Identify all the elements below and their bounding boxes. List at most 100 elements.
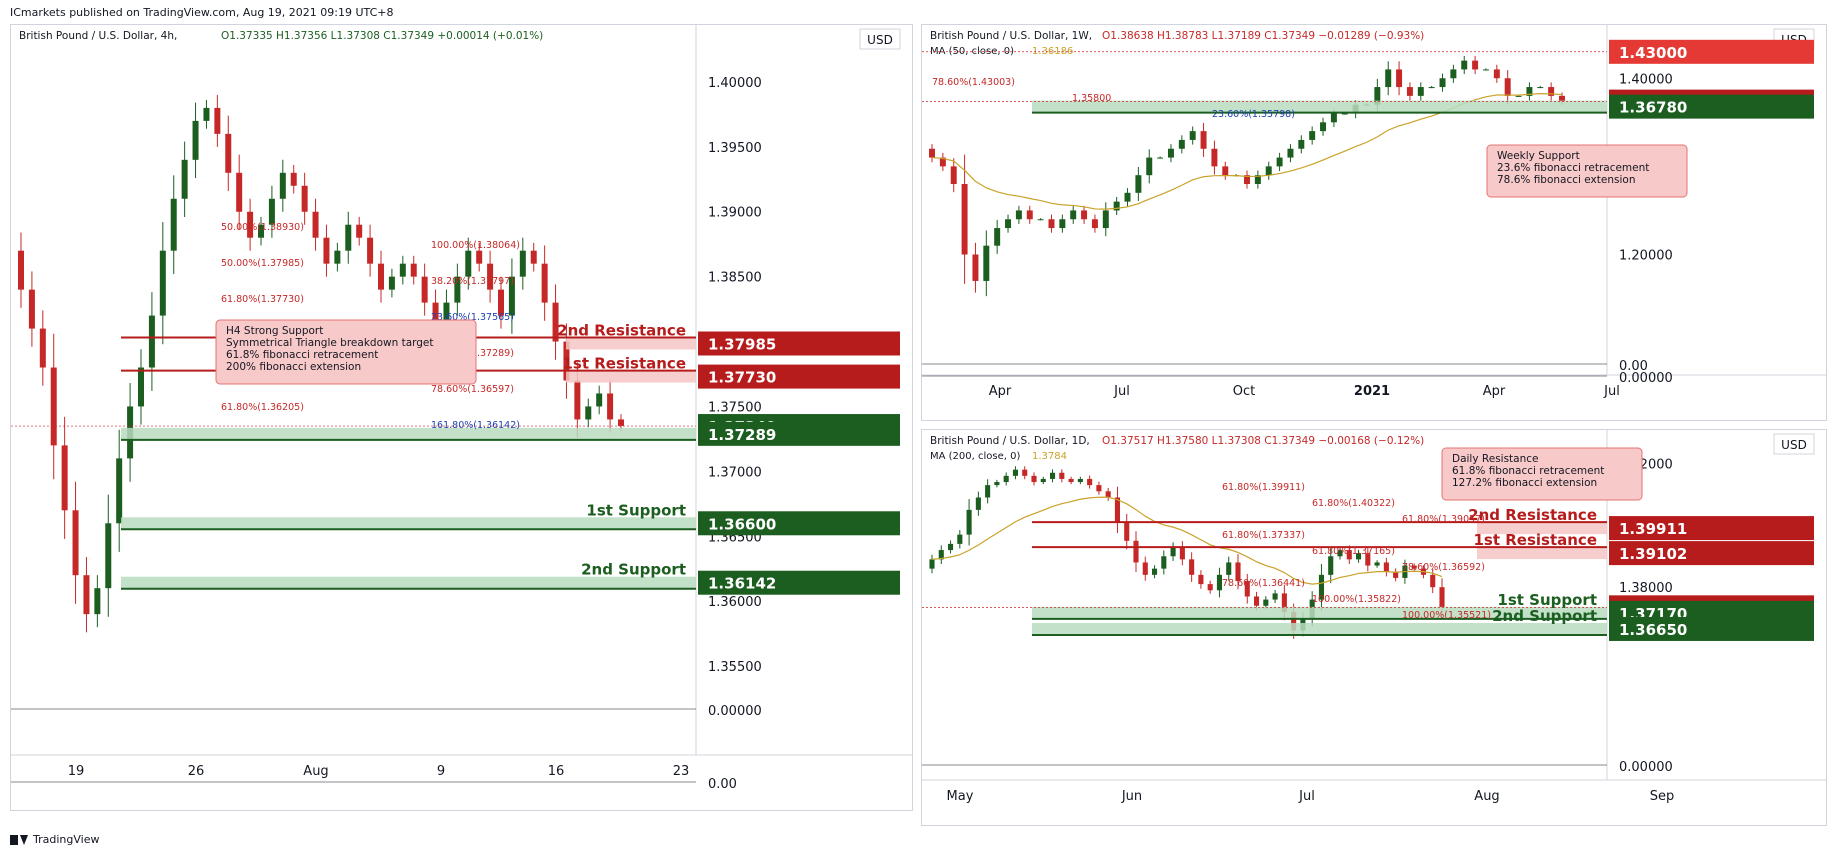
candle-body [290, 172, 297, 186]
candle-body [476, 250, 483, 264]
x-tick-label: Apr [989, 384, 1012, 399]
candle-body [28, 289, 35, 329]
candle-body [1105, 491, 1111, 498]
candle-body [1142, 562, 1148, 575]
candle-body [1450, 69, 1457, 79]
candle-body [1493, 69, 1500, 79]
candle-body [508, 276, 515, 316]
candle-body [1365, 553, 1371, 566]
callout-box [1486, 144, 1688, 198]
fib-label: 61.80%(1.36205) [221, 402, 304, 413]
candle-body [1396, 69, 1403, 88]
candle-body [1005, 219, 1012, 229]
candle-body [1298, 139, 1305, 149]
fib-label: 61.80%(1.37730) [221, 294, 304, 305]
zero-label: 0.00000 [708, 704, 762, 719]
fib-label: 100.00%(1.35521) [1402, 610, 1491, 621]
candle-body [1022, 469, 1028, 476]
candle-body [247, 211, 254, 238]
candle-body [1124, 522, 1130, 541]
candle-body [994, 228, 1001, 246]
tradingview-footer[interactable]: TradingView [10, 833, 99, 846]
candle-body [39, 328, 46, 368]
daily-chart[interactable]: British Pound / U.S. Dollar, 1D, O1.37517… [922, 430, 1826, 825]
fib-label: 1.35800 [1072, 93, 1111, 104]
candle-body [1133, 540, 1139, 563]
chart-panel-weekly[interactable]: British Pound / U.S. Dollar, 1W, O1.38638… [921, 24, 1827, 421]
candle-body [443, 302, 450, 329]
x-tick-label: Jul [1298, 789, 1315, 804]
candle-body [607, 393, 614, 420]
price-badge [1609, 616, 1814, 641]
fib-label: 78.60%(1.36597) [431, 384, 514, 395]
candle-body [1235, 562, 1241, 582]
candle-body [1189, 131, 1196, 140]
candle-body [929, 148, 935, 158]
candle-body [356, 224, 363, 238]
candle-body [1059, 472, 1065, 479]
x-tick-label: Jun [1121, 789, 1142, 804]
level-zone [566, 370, 696, 383]
h4-chart[interactable]: British Pound / U.S. Dollar, 4h, O1.37335… [11, 25, 912, 810]
fib-label: 100.00%(1.35822) [1312, 594, 1401, 605]
x-tick-label: May [947, 789, 974, 804]
zone-label: 2nd Support [581, 561, 686, 579]
callout-box [215, 319, 477, 385]
zone-label: 2nd Support [1492, 607, 1597, 625]
fib-label: 23.60%(1.35798) [1212, 109, 1295, 120]
candle-body [1430, 574, 1436, 588]
candle-body [225, 133, 232, 173]
candle-body [61, 445, 68, 511]
candle-body [1309, 131, 1316, 140]
candle-body [1341, 113, 1348, 115]
candle-body [585, 406, 592, 420]
fib-label: 161.80%(1.36142) [431, 420, 520, 431]
candle-body [72, 510, 79, 576]
candle-body [1189, 559, 1195, 575]
candle-body [1049, 472, 1056, 479]
chart-panel-daily[interactable]: British Pound / U.S. Dollar, 1D, O1.37517… [921, 429, 1827, 826]
x-tick-label: Jul [1113, 384, 1130, 399]
candle-body [268, 198, 275, 225]
candle-body [1222, 166, 1229, 176]
x-tick-label: 16 [548, 764, 565, 779]
zone-label: 1st Support [586, 501, 686, 519]
candle-body [1167, 148, 1174, 158]
fib-label: 50.00%(1.38930) [221, 222, 304, 233]
candle-body [530, 250, 537, 264]
ohlc-readout: O1.37517 H1.37580 L1.37308 C1.37349 −0.0… [1102, 435, 1424, 447]
candle-body [1157, 157, 1164, 159]
price-badge-label: 1.36650 [1619, 621, 1687, 639]
x-tick-label: 23 [673, 764, 690, 779]
price-badge [698, 511, 900, 536]
candle-body [552, 302, 559, 342]
candle-body [966, 509, 972, 535]
candle-body [1244, 581, 1250, 597]
price-badge-label: 1.36600 [708, 515, 776, 533]
pair-title: British Pound / U.S. Dollar, 1W, [930, 30, 1092, 42]
candle-body [1096, 485, 1102, 492]
price-badge [1609, 39, 1814, 64]
price-badge-label: 1.37289 [708, 426, 776, 444]
candle-body [1059, 219, 1066, 229]
callout-line: 61.8% fibonacci retracement [1452, 465, 1604, 477]
chart-panel-h4[interactable]: British Pound / U.S. Dollar, 4h, O1.37335… [10, 24, 913, 811]
candle-body [203, 107, 210, 121]
price-badge-label: 1.43000 [1619, 44, 1687, 62]
weekly-chart[interactable]: British Pound / U.S. Dollar, 1W, O1.38638… [922, 25, 1826, 420]
candle-body [1504, 78, 1511, 96]
level-zone [1477, 522, 1607, 535]
x-tick-label: 26 [188, 764, 205, 779]
candle-body [148, 315, 155, 368]
candle-body [1091, 219, 1098, 229]
candle-body [1037, 219, 1044, 221]
fib-label: 100.00%(1.38064) [431, 240, 520, 251]
price-badge [698, 570, 900, 595]
zone-label: 2nd Resistance [557, 321, 686, 339]
candle-body [961, 184, 968, 255]
fib-label: 61.80%(1.37165) [1312, 546, 1395, 557]
candle-body [1031, 475, 1037, 483]
candle-body [618, 419, 624, 426]
candle-body [367, 237, 374, 264]
candle-body [334, 250, 341, 264]
